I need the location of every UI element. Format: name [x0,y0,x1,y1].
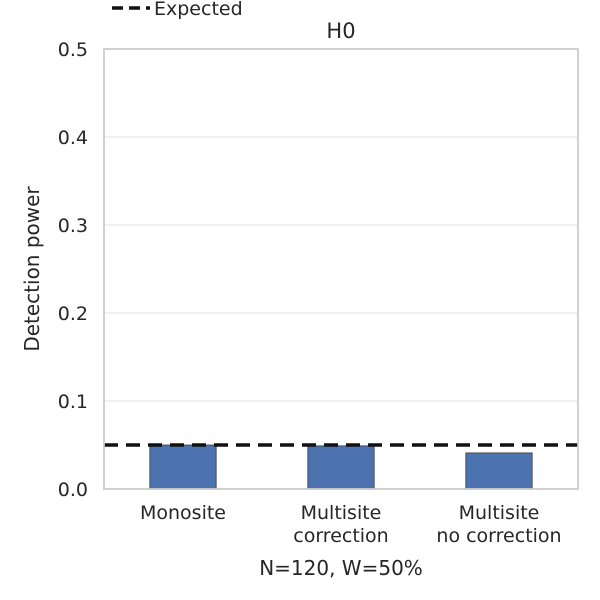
chart-title: H0 [326,19,355,43]
bars [149,444,533,490]
y-tick-label: 0.1 [58,391,88,413]
y-tick-label: 0.2 [58,303,88,325]
plot-background [104,49,578,489]
y-axis-title: Detection power [20,186,44,352]
y-tick-labels: 0.0 0.1 0.2 0.3 0.4 0.5 [58,39,88,501]
legend-label: Expected [154,0,243,20]
x-tick-label-line: no correction [436,525,561,547]
x-axis-title: N=120, W=50% [259,556,423,580]
y-tick-label: 0.5 [58,39,88,61]
y-tick-label: 0.3 [58,215,88,237]
bar [307,445,375,490]
y-tick-label: 0.0 [58,479,88,501]
x-tick-label-line: correction [293,525,388,547]
x-tick-label-line: Monosite [140,502,226,524]
x-tick-label-line: Multisite [301,502,382,524]
y-tick-label: 0.4 [58,127,88,149]
bar [149,444,217,490]
x-tick-label-line: Multisite [459,502,540,524]
bar [465,452,533,490]
plot-frame [103,48,579,490]
legend: Expected [112,0,243,20]
x-tick-label: Monosite [140,502,226,524]
x-tick-label: Multisite correction [293,502,388,547]
x-tick-label: Multisite no correction [436,502,561,547]
